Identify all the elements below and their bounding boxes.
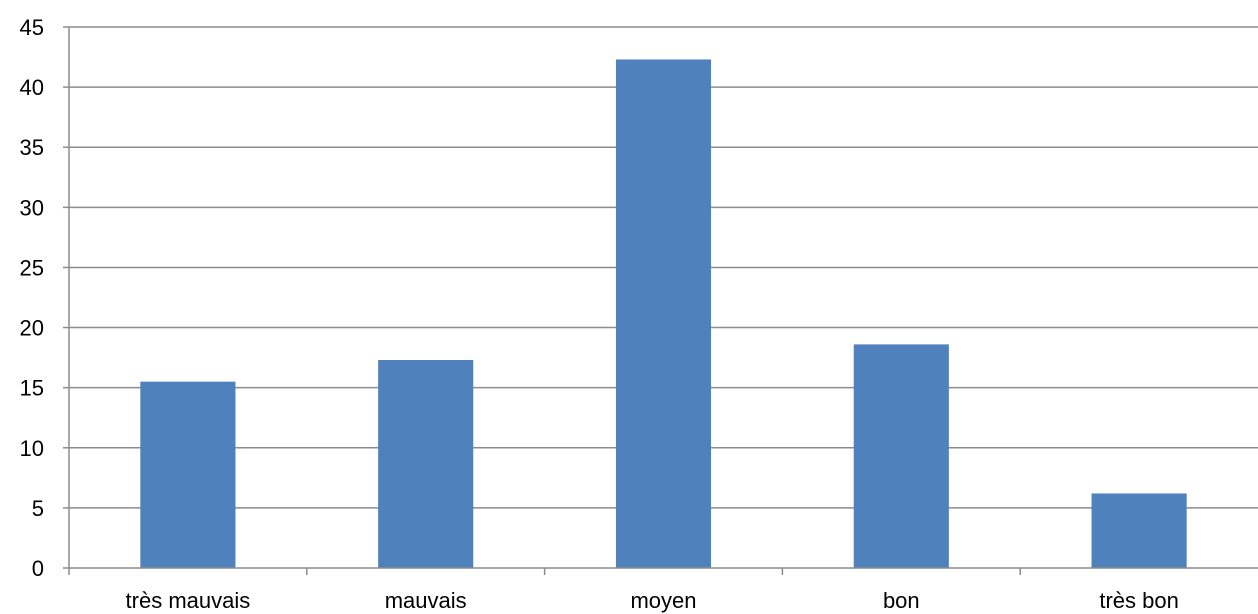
x-tick-label: moyen xyxy=(630,588,696,613)
x-tick-label: mauvais xyxy=(385,588,467,613)
x-tick-label: très mauvais xyxy=(126,588,251,613)
x-tick-label: bon xyxy=(883,588,920,613)
y-tick-label: 10 xyxy=(20,436,44,461)
y-tick-label: 35 xyxy=(20,135,44,160)
bar-0 xyxy=(140,381,236,568)
y-tick-label: 45 xyxy=(20,15,44,40)
y-tick-label: 20 xyxy=(20,316,44,341)
bar-2 xyxy=(615,59,712,569)
y-tick-label: 5 xyxy=(32,496,44,521)
y-tick-labels: 0 5 10 15 20 25 30 35 40 45 xyxy=(20,15,44,581)
bar-3 xyxy=(853,344,949,568)
y-tick-label: 30 xyxy=(20,195,44,220)
axes xyxy=(63,26,1258,575)
bar-1 xyxy=(378,360,474,568)
y-tick-label: 25 xyxy=(20,255,44,280)
x-tick-label: très bon xyxy=(1099,588,1179,613)
bars xyxy=(140,59,1187,569)
bar-4 xyxy=(1091,493,1187,568)
y-tick-label: 40 xyxy=(20,75,44,100)
y-tick-label: 15 xyxy=(20,376,44,401)
x-tick-labels: très mauvais mauvais moyen bon très bon xyxy=(126,588,1179,613)
y-tick-label: 0 xyxy=(32,556,44,581)
